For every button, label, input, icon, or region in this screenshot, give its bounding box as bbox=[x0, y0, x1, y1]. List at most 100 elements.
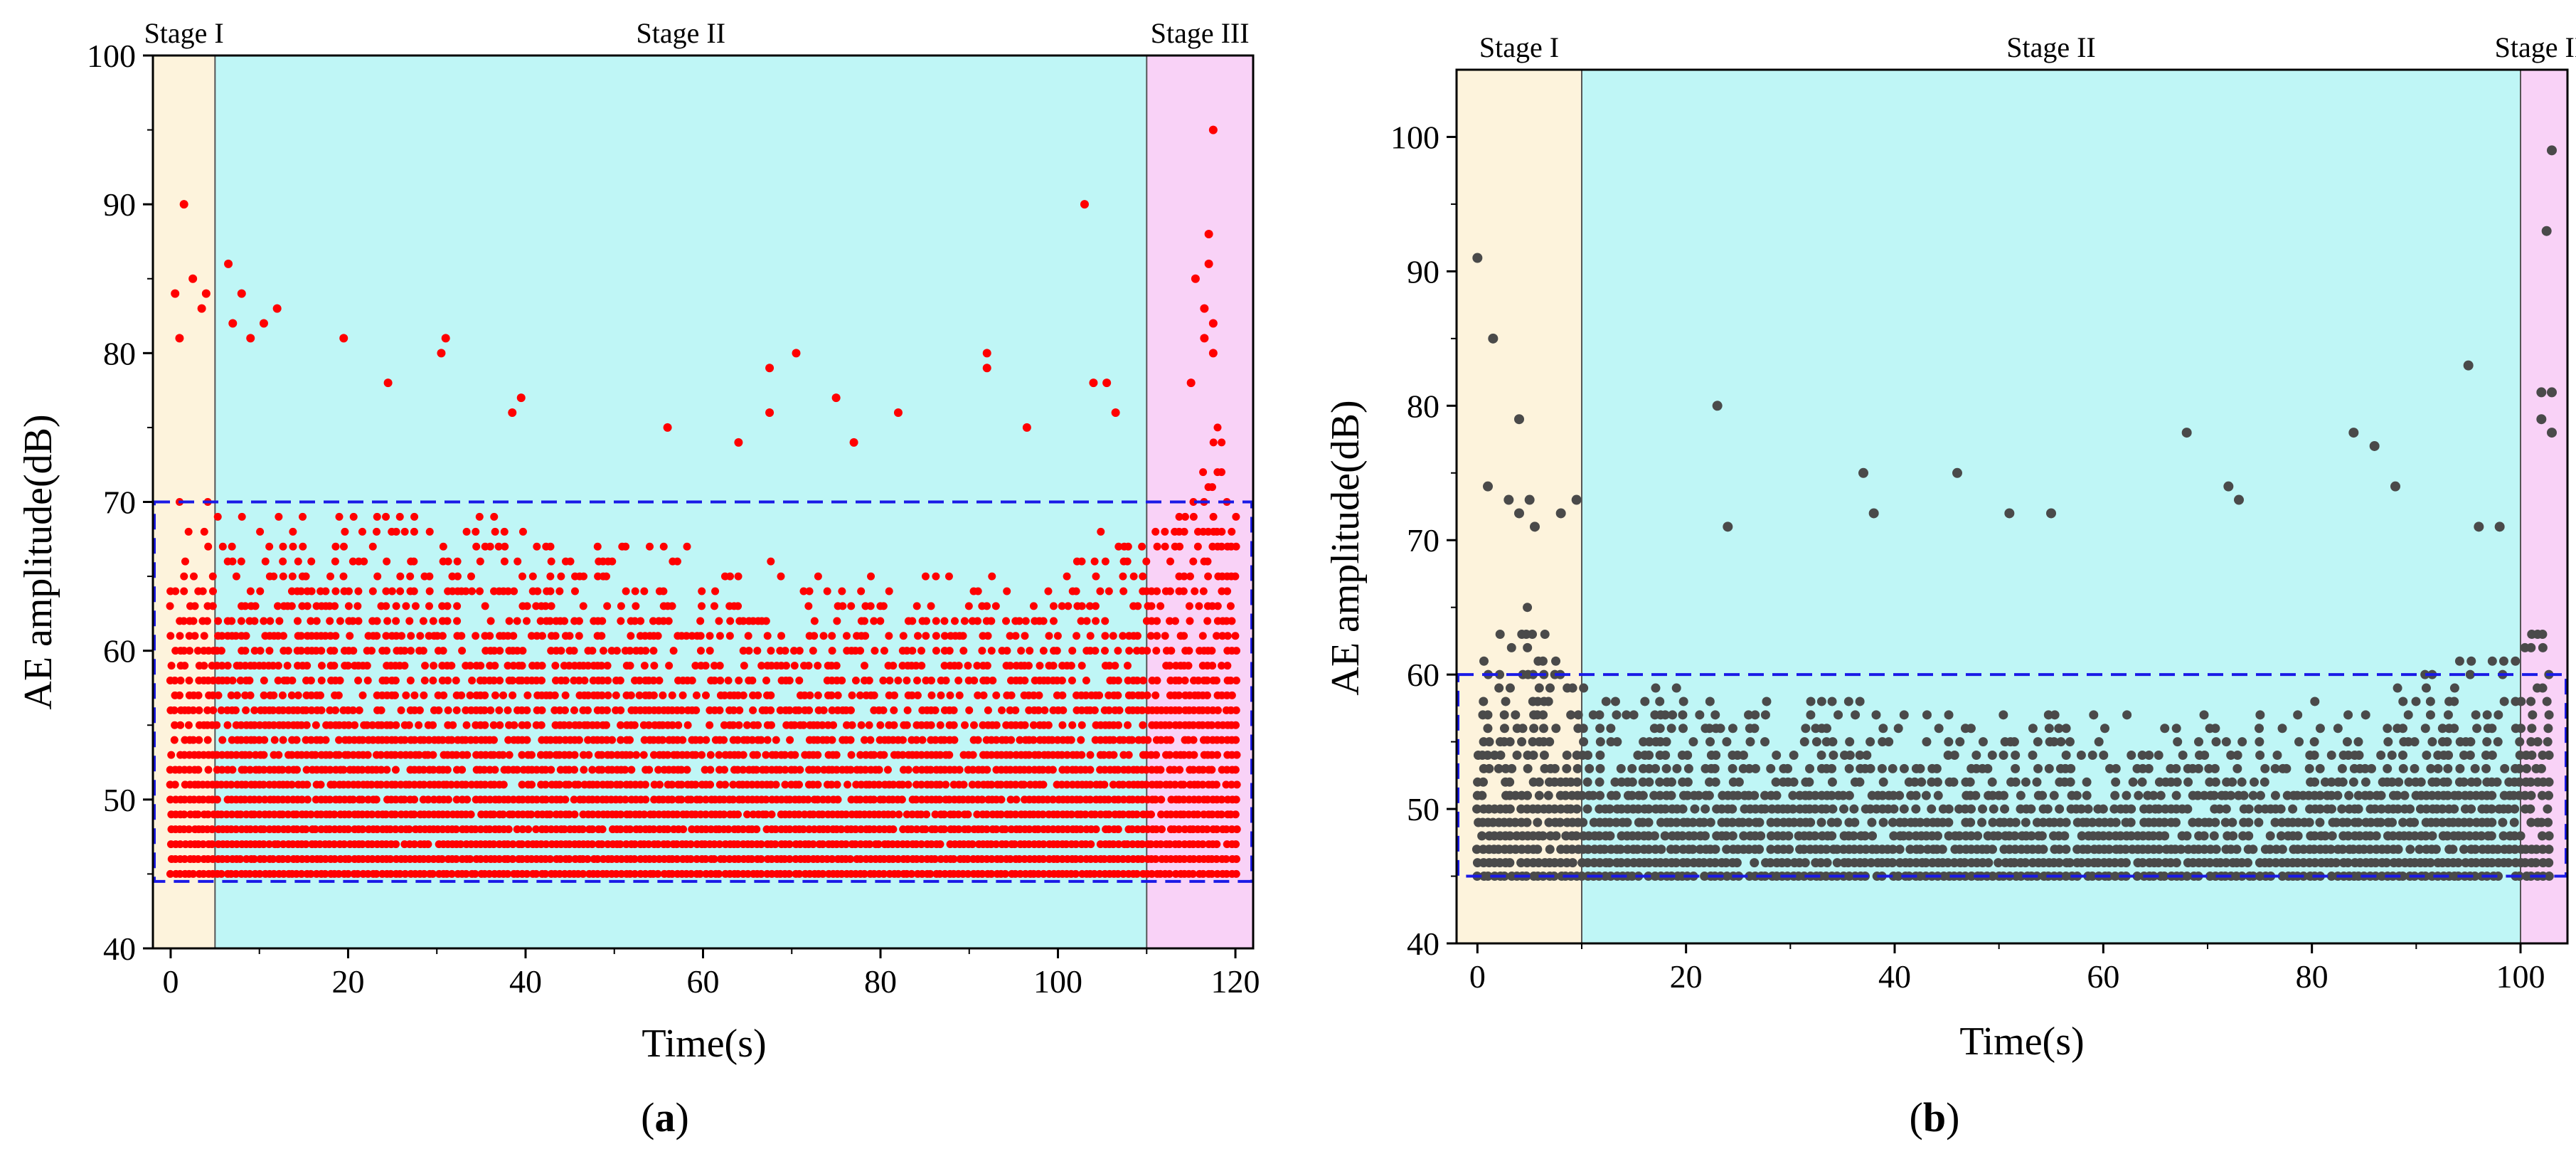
scatter-point bbox=[932, 572, 940, 581]
scatter-point bbox=[1505, 777, 1515, 787]
scatter-point bbox=[392, 602, 400, 610]
scatter-point bbox=[228, 557, 237, 566]
scatter-point bbox=[292, 810, 301, 819]
scatter-point bbox=[876, 617, 885, 625]
scatter-point bbox=[1072, 587, 1080, 595]
scatter-point bbox=[1114, 677, 1122, 684]
scatter-point bbox=[1949, 777, 1959, 787]
scatter-point bbox=[1806, 710, 1816, 720]
scatter-point bbox=[166, 602, 174, 610]
scatter-point bbox=[1572, 777, 1582, 787]
scatter-point bbox=[617, 602, 625, 610]
scatter-point bbox=[860, 662, 868, 670]
scatter-point bbox=[547, 766, 555, 774]
scatter-point bbox=[419, 617, 427, 625]
scatter-point bbox=[580, 766, 588, 774]
scatter-point bbox=[480, 766, 489, 774]
scatter-point bbox=[317, 677, 326, 684]
scatter-point-outlier bbox=[1089, 378, 1098, 388]
scatter-point bbox=[457, 840, 465, 849]
scatter-point bbox=[1917, 777, 1927, 787]
scatter-point bbox=[879, 602, 888, 610]
scatter-point bbox=[1578, 724, 1588, 734]
scatter-point bbox=[796, 766, 804, 774]
scatter-point bbox=[1484, 737, 1494, 747]
scatter-point bbox=[499, 691, 508, 699]
scatter-point bbox=[1114, 721, 1123, 729]
scatter-point bbox=[1672, 763, 1682, 773]
scatter-point bbox=[1987, 751, 1997, 761]
scatter-point bbox=[1612, 737, 1622, 747]
scatter-point bbox=[2011, 777, 2021, 787]
scatter-point bbox=[191, 632, 199, 640]
scatter-point bbox=[250, 706, 259, 714]
scatter-point bbox=[1966, 724, 1976, 734]
scatter-point bbox=[1944, 817, 1954, 827]
scatter-point bbox=[377, 751, 385, 759]
scatter-point bbox=[2277, 724, 2287, 734]
scatter-point bbox=[367, 780, 376, 789]
scatter-point bbox=[251, 602, 260, 610]
scatter-point bbox=[701, 795, 710, 804]
scatter-point bbox=[1715, 724, 1725, 734]
scatter-point bbox=[1208, 483, 1216, 492]
scatter-point bbox=[654, 766, 663, 774]
scatter-point bbox=[533, 795, 541, 804]
scatter-point bbox=[575, 677, 583, 684]
scatter-point bbox=[617, 721, 625, 729]
scatter-point bbox=[339, 766, 348, 774]
scatter-point bbox=[538, 632, 546, 640]
scatter-point bbox=[298, 795, 307, 804]
scatter-point bbox=[1208, 766, 1216, 774]
scatter-point bbox=[1483, 724, 1493, 734]
scatter-point bbox=[218, 632, 226, 640]
scatter-point bbox=[2061, 724, 2071, 734]
scatter-point bbox=[2237, 737, 2247, 747]
scatter-point bbox=[621, 766, 629, 774]
scatter-point bbox=[678, 706, 686, 714]
scatter-point bbox=[1695, 710, 1705, 720]
scatter-point bbox=[584, 736, 592, 744]
scatter-point bbox=[570, 587, 579, 595]
scatter-point bbox=[1153, 542, 1161, 551]
scatter-point bbox=[725, 632, 734, 640]
scatter-point bbox=[604, 677, 612, 684]
scatter-point bbox=[2276, 804, 2286, 814]
scatter-point bbox=[2228, 831, 2238, 841]
scatter-point bbox=[2333, 790, 2343, 800]
scatter-point bbox=[2061, 817, 2071, 827]
scatter-point bbox=[602, 572, 611, 581]
scatter-point bbox=[528, 780, 536, 789]
scatter-point bbox=[1533, 844, 1543, 854]
scatter-point bbox=[1213, 840, 1221, 849]
scatter-point bbox=[1932, 763, 1942, 773]
scatter-point bbox=[767, 691, 775, 699]
scatter-point bbox=[373, 512, 381, 521]
scatter-point-outlier bbox=[1200, 334, 1209, 343]
scatter-point bbox=[1573, 710, 1583, 720]
scatter-point bbox=[326, 572, 335, 581]
scatter-point bbox=[1690, 804, 1700, 814]
scatter-point bbox=[1213, 602, 1222, 610]
scatter-point bbox=[932, 617, 940, 625]
scatter-point bbox=[1585, 763, 1595, 773]
scatter-point bbox=[1528, 751, 1538, 761]
scatter-point bbox=[1683, 763, 1693, 773]
scatter-point bbox=[1189, 736, 1198, 744]
scatter-point bbox=[974, 587, 982, 595]
scatter-point bbox=[1688, 737, 1698, 747]
scatter-point bbox=[1800, 858, 1810, 868]
scatter-point bbox=[556, 855, 565, 863]
scatter-point bbox=[420, 869, 428, 878]
scatter-point bbox=[400, 795, 409, 804]
scatter-point bbox=[1186, 617, 1194, 625]
scatter-point bbox=[1540, 629, 1550, 639]
scatter-point bbox=[1156, 766, 1165, 774]
scatter-point bbox=[696, 647, 705, 655]
scatter-point bbox=[331, 542, 340, 551]
scatter-point bbox=[261, 557, 270, 566]
scatter-point bbox=[1750, 763, 1760, 773]
scatter-point bbox=[340, 840, 348, 849]
scatter-point bbox=[2310, 697, 2320, 706]
scatter-point bbox=[1829, 751, 1838, 761]
